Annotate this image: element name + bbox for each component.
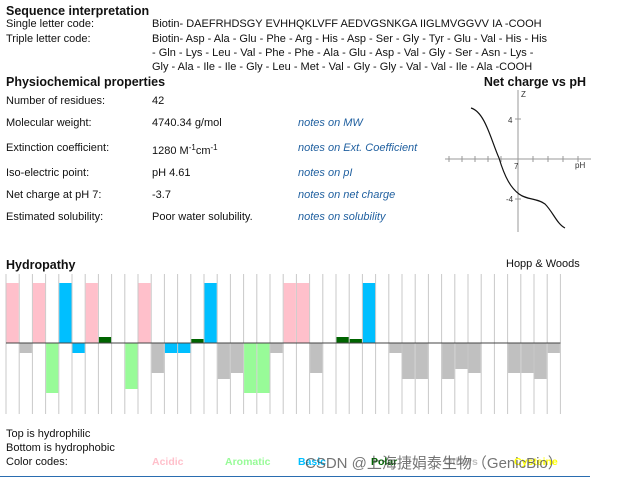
single-letter-value: Biotin- DAEFRHDSGY EVHHQKLVFF AEDVGSNKGA… — [152, 18, 542, 30]
hydropathy-bar — [415, 343, 428, 379]
color-code-acidic: Acidic — [152, 456, 184, 468]
hydropathy-bar — [349, 339, 362, 343]
hydropathy-bar — [178, 343, 191, 353]
sequence-title: Sequence interpretation — [6, 4, 150, 18]
hydropathy-bar — [59, 283, 72, 343]
net-charge-label: Net charge at pH 7: — [6, 189, 102, 201]
hydrophobic-note: Bottom is hydrophobic — [6, 442, 115, 454]
notes-ext-coef-link[interactable]: notes on Ext. Coefficient — [298, 142, 418, 154]
charge-chart-ph-label: pH — [575, 161, 585, 170]
residues-value: 42 — [152, 95, 165, 107]
hydropathy-bar — [85, 283, 98, 343]
color-code-cysteine: Cysteine — [514, 456, 558, 468]
charge-chart-z-label: Z — [521, 90, 526, 99]
hydropathy-bar — [125, 343, 138, 389]
hydropathy-bar — [257, 343, 270, 393]
triple-letter-label: Triple letter code: — [6, 33, 91, 45]
hydropathy-bar — [521, 343, 534, 373]
hydropathy-bar — [98, 337, 112, 343]
hydropathy-bar — [534, 343, 547, 379]
hydropathy-bar — [547, 343, 560, 353]
color-code-others: Others — [444, 456, 478, 468]
charge-curve — [470, 107, 566, 229]
physio-title: Physiochemical properties — [6, 75, 166, 89]
mw-label: Molecular weight: — [6, 117, 92, 129]
hydropathy-bar — [296, 283, 310, 343]
hydropathy-bar — [151, 343, 164, 373]
color-codes-label: Color codes: — [6, 456, 68, 468]
charge-chart-title: Net charge vs pH — [483, 75, 586, 89]
hydropathy-bar — [310, 343, 323, 373]
hydropathy-plot — [5, 274, 561, 414]
hydropathy-bar — [230, 343, 244, 373]
hydropathy-bar — [442, 343, 455, 379]
watermark: CSDN @上海捷娟泰生物（GenicBio） — [305, 455, 563, 472]
hydropathy-bar — [6, 283, 19, 343]
ext-coef-label: Extinction coefficient: — [6, 142, 110, 154]
ext-coef-value: 1280 M-1cm-1 — [152, 143, 218, 158]
hydropathy-bar — [204, 283, 217, 343]
notes-mw-link[interactable]: notes on MW — [298, 117, 363, 129]
residues-label: Number of residues: — [6, 95, 106, 107]
charge-chart-tick-4: 4 — [508, 116, 513, 125]
single-letter-label: Single letter code: — [6, 18, 95, 30]
notes-solubility-link[interactable]: notes on solubility — [298, 211, 386, 223]
hydropathy-bar — [244, 343, 257, 393]
hydropathy-bar — [362, 283, 376, 343]
pi-label: Iso-electric point: — [6, 167, 90, 179]
ext-coef-exp1: -1 — [188, 143, 196, 152]
hydrophilic-note: Top is hydrophilic — [6, 428, 91, 440]
bottom-divider — [0, 476, 590, 477]
hydropathy-bar — [508, 343, 521, 373]
charge-chart-tick-7: 7 — [514, 162, 519, 171]
solubility-label: Estimated solubility: — [6, 211, 104, 223]
color-code-aromatic: Aromatic — [225, 456, 271, 468]
hydropathy-bar — [270, 343, 283, 353]
notes-pi-link[interactable]: notes on pI — [298, 167, 353, 179]
net-charge-value: -3.7 — [152, 189, 171, 201]
hydropathy-bar — [46, 343, 59, 393]
hydropathy-bar — [468, 343, 481, 373]
hydropathy-bar — [32, 283, 46, 343]
mw-value: 4740.34 g/mol — [152, 117, 222, 129]
triple-letter-line: Gly - Ala - Ile - Ile - Gly - Leu - Met … — [152, 61, 533, 73]
triple-letter-line: Biotin- Asp - Ala - Glu - Phe - Arg - Hi… — [152, 33, 548, 45]
charge-chart-tick-neg4: -4 — [506, 195, 514, 204]
hydropathy-bar — [72, 343, 85, 353]
hydropathy-bar — [217, 343, 230, 379]
hydropathy-bar — [455, 343, 468, 369]
pi-value: pH 4.61 — [152, 167, 191, 179]
charge-chart: Z pH 4 -4 7 — [445, 90, 591, 232]
hydropathy-bar — [283, 283, 296, 343]
ext-coef-exp2: -1 — [210, 143, 218, 152]
hydropathy-bar — [191, 339, 204, 343]
hydropathy-bar — [164, 343, 178, 353]
charge-chart-axes — [445, 90, 591, 232]
ext-coef-unit: cm — [195, 145, 211, 157]
hydropathy-bar — [389, 343, 402, 353]
hydropathy-bar — [336, 337, 349, 343]
hydropathy-title: Hydropathy — [6, 258, 76, 272]
hydropathy-bar — [19, 343, 32, 353]
triple-letter-line: - Gln - Lys - Leu - Val - Phe - Phe - Al… — [152, 47, 534, 59]
hydropathy-bar — [138, 283, 151, 343]
color-code-basic: Basic — [298, 456, 327, 468]
notes-net-charge-link[interactable]: notes on net charge — [298, 189, 396, 201]
hydropathy-scale: Hopp & Woods — [506, 258, 580, 270]
solubility-value: Poor water solubility. — [152, 211, 253, 223]
hydropathy-bar — [402, 343, 415, 379]
color-code-polar: Polar — [371, 456, 398, 468]
ext-coef-number: 1280 M — [152, 145, 189, 157]
